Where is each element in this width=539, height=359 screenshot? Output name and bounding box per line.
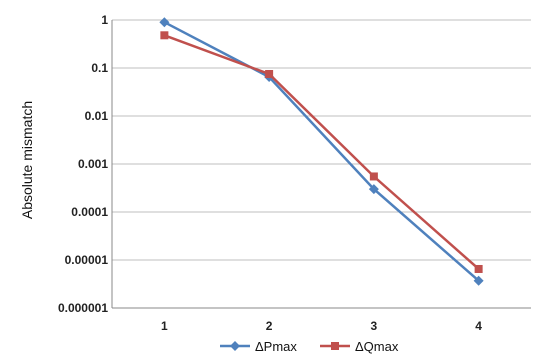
x-tick-labels: 1 2 3 4 [161, 319, 482, 333]
data-point [265, 69, 274, 78]
legend-item: ΔPmax [220, 339, 297, 354]
legend-marker [230, 341, 240, 351]
legend: ΔPmax ΔQmax [220, 339, 399, 354]
y-tick-label: 0.00001 [65, 253, 109, 267]
series-ΔQmax [160, 31, 483, 273]
y-tick-label: 0.000001 [58, 301, 108, 315]
legend-label: ΔPmax [255, 339, 297, 354]
data-point [473, 275, 484, 286]
series [159, 17, 484, 286]
series-line [163, 34, 480, 270]
x-tick-label: 4 [475, 319, 482, 333]
y-tick-label: 0.001 [78, 157, 108, 171]
data-point [369, 172, 378, 181]
series-line [163, 21, 480, 282]
x-tick-label: 3 [371, 319, 378, 333]
legend-label: ΔQmax [355, 339, 399, 354]
data-point [159, 17, 170, 28]
gridlines [112, 19, 531, 309]
y-tick-label: 0.1 [91, 61, 108, 75]
x-tick-label: 1 [161, 319, 168, 333]
y-tick-label: 1 [101, 13, 108, 27]
legend-item: ΔQmax [320, 339, 399, 354]
y-axis-title: Absolute mismatch [19, 101, 35, 219]
data-point [160, 31, 169, 40]
legend-marker [331, 342, 339, 350]
data-point [474, 264, 483, 273]
axes [111, 20, 531, 309]
data-point [368, 184, 379, 195]
y-tick-label: 0.0001 [71, 205, 108, 219]
x-tick-label: 2 [266, 319, 273, 333]
y-tick-labels: 1 0.1 0.01 0.001 0.0001 0.00001 0.000001 [58, 13, 108, 315]
series-ΔPmax [159, 17, 484, 286]
y-tick-label: 0.01 [85, 109, 109, 123]
